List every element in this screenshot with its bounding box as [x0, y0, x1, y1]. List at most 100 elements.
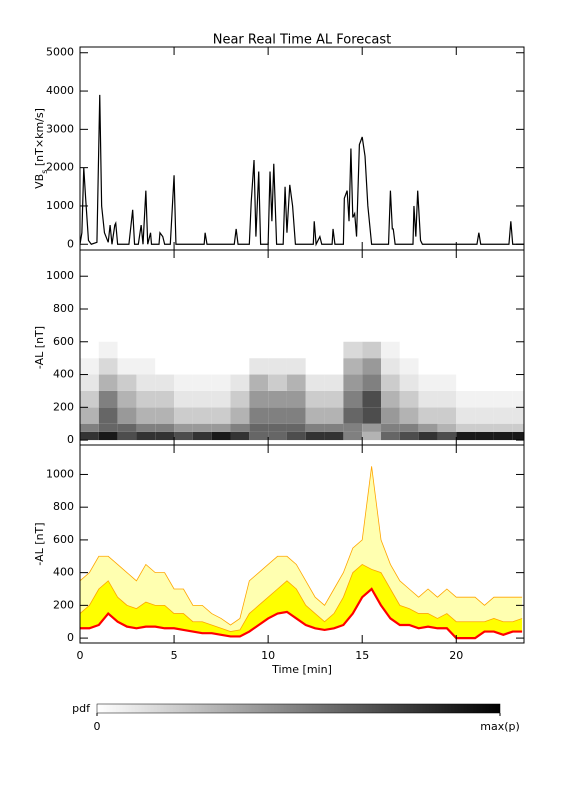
heat-cell — [117, 341, 137, 359]
heat-cell — [268, 341, 287, 359]
heat-cell — [437, 390, 457, 408]
heat-cell — [80, 358, 99, 375]
heat-cell — [381, 374, 400, 391]
heat-cell — [174, 431, 193, 441]
heat-cell — [286, 390, 306, 408]
heat-cell — [98, 358, 118, 375]
heat-cell — [512, 407, 524, 424]
heat-cell — [211, 341, 231, 359]
y-tick-label: 1000 — [46, 269, 74, 282]
heat-cell — [305, 341, 325, 359]
heat-cell — [343, 341, 363, 359]
heat-cell — [192, 423, 212, 432]
heat-cell — [343, 390, 363, 408]
y-tick-label: 600 — [53, 335, 74, 348]
x-tick-label: 20 — [449, 649, 463, 662]
y-tick-label: 4000 — [46, 84, 74, 97]
y-tick-label: 0 — [67, 631, 74, 644]
heat-cell — [249, 341, 269, 359]
heat-cell — [136, 423, 156, 432]
heat-cell — [381, 341, 400, 359]
heat-cell — [192, 358, 212, 375]
heat-cell — [155, 358, 175, 375]
heat-cell — [343, 423, 363, 432]
heat-cell — [343, 407, 363, 424]
heat-cell — [268, 407, 287, 424]
heat-cell — [343, 358, 363, 375]
y-tick-label: 5000 — [46, 46, 74, 59]
x-tick-label: 5 — [171, 649, 178, 662]
band-fill — [80, 466, 523, 632]
y-tick-label: 800 — [53, 302, 74, 315]
y-axis-label: -AL [nT] — [33, 522, 46, 565]
heat-cell — [136, 358, 156, 375]
heat-cell — [268, 358, 287, 375]
heat-cell — [475, 407, 494, 424]
heat-cell — [418, 431, 438, 441]
heat-cell — [211, 407, 231, 424]
plot-area — [80, 341, 524, 441]
heat-cell — [117, 423, 137, 432]
heat-cell — [362, 374, 382, 391]
heat-cell — [230, 341, 250, 359]
x-tick-label: 10 — [261, 649, 275, 662]
x-axis-label: Time [min] — [271, 663, 332, 676]
heat-cell — [362, 358, 382, 375]
data-line — [80, 94, 524, 247]
heat-cell — [80, 423, 99, 432]
heat-cell — [437, 374, 457, 391]
heat-cell — [98, 390, 118, 408]
heat-cell — [174, 374, 193, 391]
y-tick-label: 1000 — [46, 199, 74, 212]
heat-cell — [286, 374, 306, 391]
heat-cell — [305, 423, 325, 432]
heat-cell — [305, 374, 325, 391]
heat-cell — [324, 390, 344, 408]
heat-cell — [512, 374, 524, 391]
heat-cell — [192, 374, 212, 391]
quantile-line — [80, 563, 523, 632]
heat-cell — [230, 431, 250, 441]
heat-cell — [418, 423, 438, 432]
heat-cell — [174, 390, 193, 408]
heat-cell — [80, 374, 99, 391]
heat-cell — [512, 431, 524, 441]
heat-cell — [418, 341, 438, 359]
heat-cell — [268, 423, 287, 432]
heat-cell — [493, 407, 513, 424]
heat-cell — [437, 358, 457, 375]
heat-cell — [475, 374, 494, 391]
heat-cell — [362, 431, 382, 441]
heat-cell — [493, 390, 513, 408]
y-tick-label: 200 — [53, 598, 74, 611]
heat-cell — [155, 390, 175, 408]
heat-cell — [268, 374, 287, 391]
heat-cell — [418, 358, 438, 375]
heat-cell — [174, 341, 193, 359]
heat-cell — [211, 423, 231, 432]
heat-cell — [324, 407, 344, 424]
heat-cell — [418, 390, 438, 408]
heat-cell — [230, 374, 250, 391]
y-tick-label: 600 — [53, 533, 74, 546]
heat-cell — [362, 423, 382, 432]
heat-cell — [493, 341, 513, 359]
colorbar-tick-label: 0 — [94, 720, 101, 733]
heat-cell — [192, 341, 212, 359]
heat-cell — [249, 423, 269, 432]
heat-cell — [98, 407, 118, 424]
heat-cell — [136, 407, 156, 424]
y-axis-label-part: s — [40, 170, 49, 174]
colorbar — [96, 703, 501, 714]
heat-cell — [249, 358, 269, 375]
heat-cell — [437, 341, 457, 359]
x-tick-label: 0 — [77, 649, 84, 662]
heat-cell — [174, 423, 193, 432]
heat-cell — [174, 407, 193, 424]
heat-cell — [324, 341, 344, 359]
heat-cell — [399, 423, 419, 432]
heat-cell — [117, 358, 137, 375]
heat-cell — [117, 407, 137, 424]
y-tick-label: 0 — [67, 237, 74, 250]
